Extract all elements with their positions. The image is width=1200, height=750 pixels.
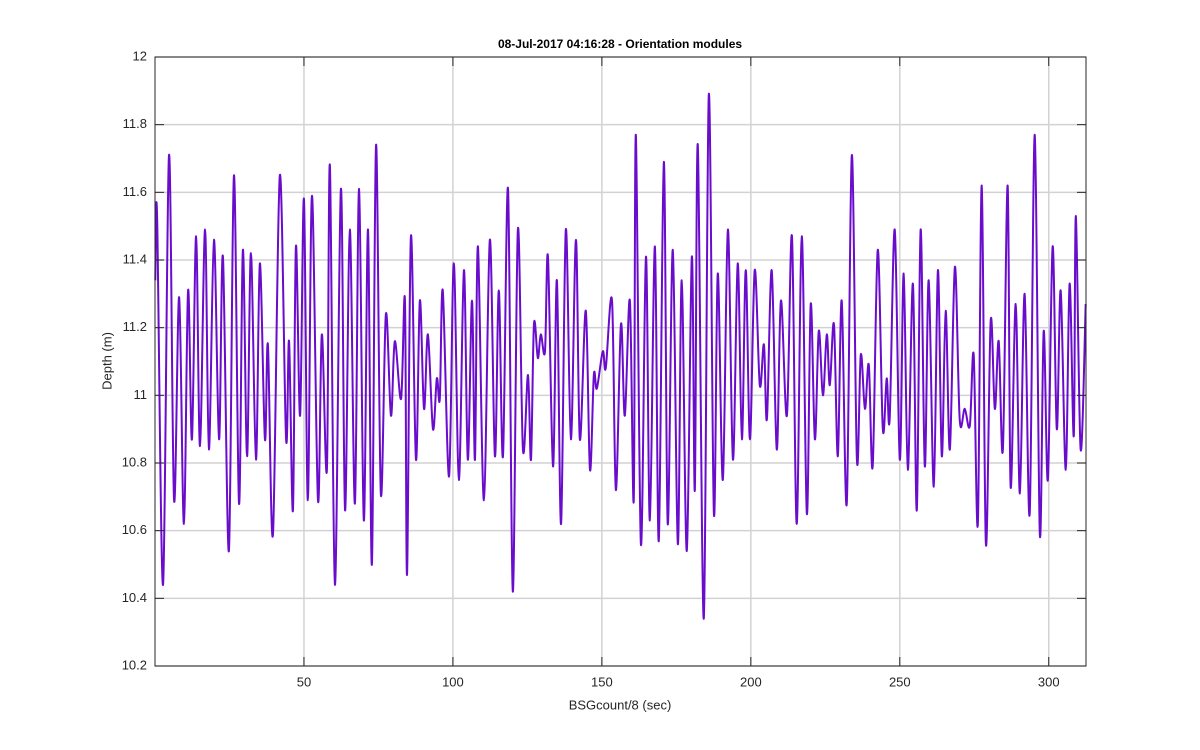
x-tick-label: 300: [1038, 674, 1060, 689]
y-tick-label: 11.8: [123, 116, 147, 131]
x-tick-label: 200: [740, 674, 762, 689]
x-tick-label: 150: [591, 674, 613, 689]
data-line: [154, 93, 1087, 620]
x-tick-label: 100: [442, 674, 464, 689]
y-tick-label: 11: [134, 387, 148, 402]
y-tick-label: 10.6: [122, 522, 147, 537]
y-tick-label: 10.2: [122, 657, 147, 672]
chart-title: 08-Jul-2017 04:16:28 - Orientation modul…: [498, 37, 742, 51]
y-axis-label: Depth (m): [99, 332, 114, 390]
y-tick-label: 11.6: [123, 184, 147, 199]
x-axis-label: BSGcount/8 (sec): [569, 697, 672, 712]
x-tick-label: 250: [889, 674, 911, 689]
y-tick-label: 12: [133, 48, 147, 63]
plot-layer: [154, 93, 1087, 620]
y-tick-label: 10.8: [122, 454, 147, 469]
x-tick-label: 50: [297, 674, 311, 689]
y-tick-label: 11.2: [123, 319, 147, 334]
y-tick-label: 11.4: [123, 251, 147, 266]
axes-box: [154, 56, 1087, 667]
y-tick-label: 10.4: [122, 590, 147, 605]
